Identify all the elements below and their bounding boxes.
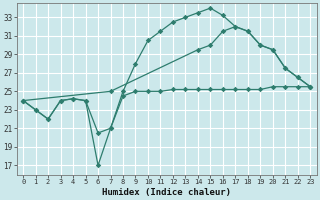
X-axis label: Humidex (Indice chaleur): Humidex (Indice chaleur) <box>102 188 231 197</box>
